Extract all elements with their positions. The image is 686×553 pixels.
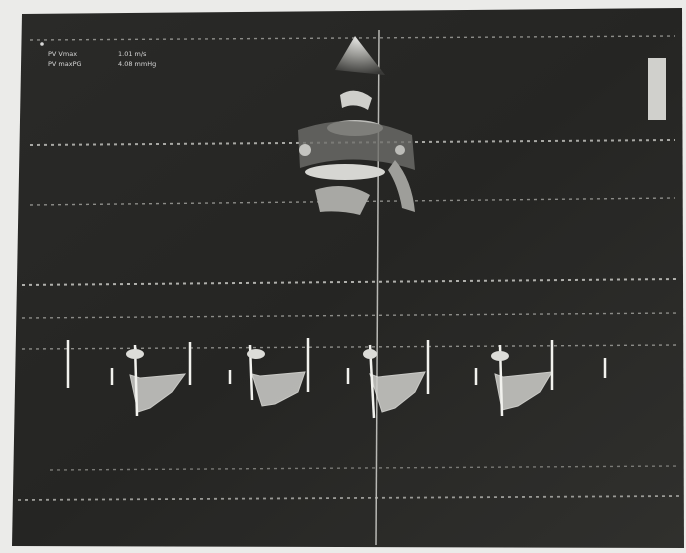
- doppler-trace: [129, 371, 553, 413]
- cursor-line: [375, 29, 380, 546]
- bullet: [40, 42, 44, 46]
- doppler-blobs: [126, 349, 509, 361]
- measurements: PV Vmax 1.01 m/s PV maxPG 4.08 mmHg: [40, 42, 156, 68]
- sector-image: [298, 36, 415, 215]
- measure-label: PV maxPG: [48, 60, 82, 68]
- measure-label: PV Vmax: [48, 50, 77, 58]
- image-area: [12, 8, 684, 548]
- measure-value: 4.08 mmHg: [118, 60, 156, 68]
- gray-scale-bar: [648, 58, 666, 120]
- measure-value: 1.01 m/s: [118, 50, 147, 58]
